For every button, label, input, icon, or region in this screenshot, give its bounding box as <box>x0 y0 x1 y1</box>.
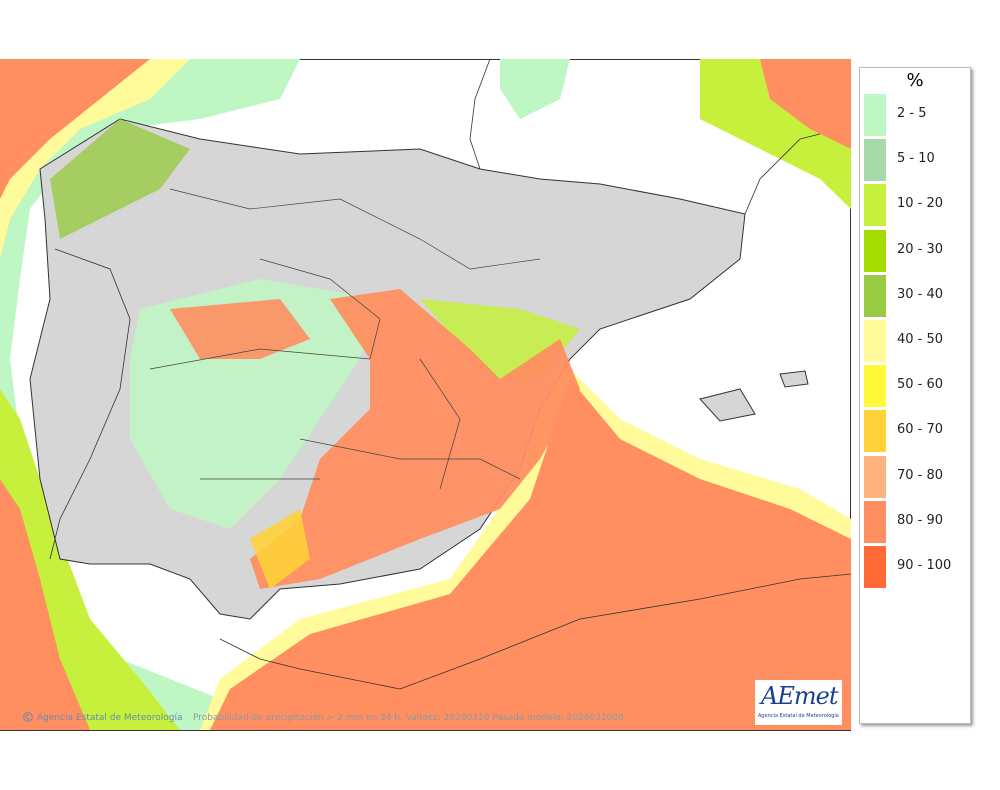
legend-label: 20 - 30 <box>897 241 944 257</box>
legend-label: 70 - 80 <box>897 467 944 483</box>
copyright-icon <box>23 712 33 722</box>
legend-label: 80 - 90 <box>897 512 944 528</box>
legend-item: 70 - 80 <box>864 455 968 498</box>
legend-title: % <box>906 70 924 91</box>
legend-label: 60 - 70 <box>897 422 944 438</box>
legend-item: 2 - 5 <box>864 94 968 136</box>
legend-item: 40 - 50 <box>864 320 968 362</box>
legend-label: 30 - 40 <box>897 286 944 302</box>
footer-organization: Agencia Estatal de Meteorología <box>37 713 183 723</box>
legend-label: 10 - 20 <box>897 196 944 212</box>
logo-wordmark: AEmet <box>761 682 838 710</box>
legend-swatch <box>864 546 886 588</box>
legend-label: 90 - 100 <box>897 558 952 573</box>
legend-swatch <box>864 320 886 362</box>
legend-swatch <box>864 410 886 453</box>
legend-swatch <box>864 500 886 543</box>
legend-label: 2 - 5 <box>897 106 927 121</box>
map <box>0 59 851 731</box>
legend-item: 10 - 20 <box>864 184 968 227</box>
legend-swatch <box>864 94 886 136</box>
legend-label: 40 - 50 <box>897 332 944 347</box>
legend-item: 60 - 70 <box>864 410 968 453</box>
logo: AEmet Agencia Estatal de Meteorología <box>755 680 842 725</box>
legend-swatch <box>864 184 886 227</box>
legend-label: 5 - 10 <box>897 151 935 167</box>
logo-subtitle: Agencia Estatal de Meteorología <box>758 713 839 719</box>
legend-item: 30 - 40 <box>864 274 968 317</box>
legend-item: 5 - 10 <box>864 139 968 182</box>
legend: % 2 - 5 5 - 10 10 - 20 20 - 30 30 - 40 40 - 5… <box>859 67 971 724</box>
legend-item: 80 - 90 <box>864 500 968 543</box>
footer-description: Probabilidad de precipitación > 2 mm en … <box>193 713 624 723</box>
legend-item: 50 - 60 <box>864 365 968 408</box>
legend-swatch <box>864 229 886 272</box>
legend-swatch <box>864 274 886 317</box>
legend-swatch <box>864 455 886 498</box>
legend-item: 90 - 100 <box>864 546 968 588</box>
legend-item: 20 - 30 <box>864 229 968 272</box>
legend-swatch <box>864 365 886 408</box>
legend-swatch <box>864 139 886 182</box>
legend-label: 50 - 60 <box>897 377 944 393</box>
